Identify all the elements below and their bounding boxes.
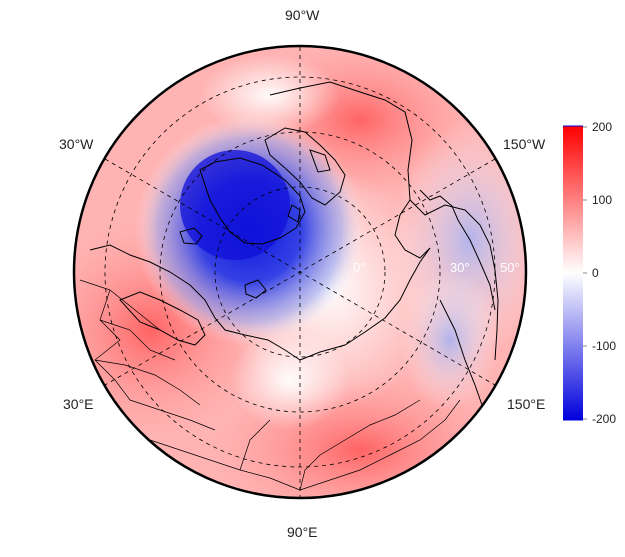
coastlines — [79, 81, 499, 491]
meridian-150w-30e — [104, 158, 496, 386]
iceland-coast — [179, 227, 203, 245]
anomaly-field — [75, 47, 525, 497]
lon-label-lower-left: 30°E — [63, 396, 94, 412]
lat-label-inner: 0° — [353, 260, 365, 275]
alaska-coast — [419, 189, 496, 311]
scandinavia-coast — [119, 291, 206, 346]
svalbard-coast — [244, 279, 267, 299]
lon-label-upper-right: 150°W — [503, 136, 546, 152]
europe-coast — [89, 244, 301, 361]
lat-label-outer: 50° — [500, 260, 520, 275]
asia-borders — [299, 399, 461, 491]
lon-label-top: 90°W — [285, 7, 320, 23]
europe-borders — [79, 279, 301, 491]
colorbar-ramp — [563, 126, 583, 420]
hudson-bay-coast — [394, 199, 431, 259]
lat-label-middle: 30° — [450, 260, 470, 275]
colorbar-label-100: 100 — [592, 193, 613, 207]
lat-circle-middle — [159, 131, 441, 413]
lon-label-upper-left: 30°W — [59, 136, 94, 152]
greenland-coast — [199, 157, 306, 245]
colorbar — [563, 125, 587, 421]
north-america-coast — [269, 81, 499, 361]
graticule — [104, 47, 496, 497]
lat-circle-inner — [214, 186, 386, 358]
lon-label-bottom: 90°E — [287, 524, 318, 540]
map-border — [72, 44, 528, 500]
colorbar-tick-marks — [583, 126, 587, 420]
lon-label-lower-right: 150°E — [507, 396, 546, 412]
siberia-coast — [299, 247, 431, 361]
colorbar-label-minus-100: -100 — [592, 339, 617, 353]
kamchatka-coast — [439, 299, 483, 406]
colorbar-label-minus-200: -200 — [592, 412, 617, 426]
colorbar-label-0: 0 — [592, 266, 599, 280]
colorbar-label-200: 200 — [592, 120, 613, 134]
